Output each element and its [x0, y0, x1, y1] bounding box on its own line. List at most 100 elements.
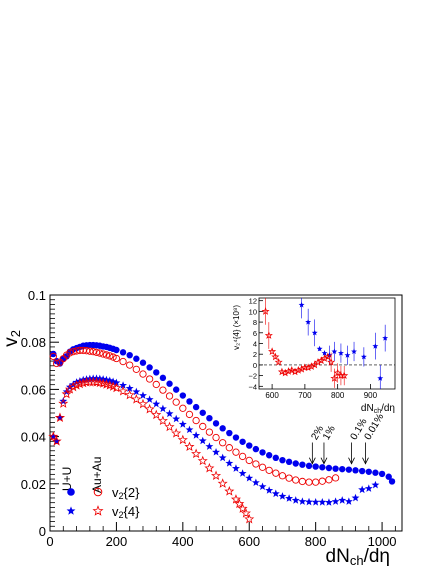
- inset-y-tick-label: 4: [253, 340, 257, 349]
- data-point: [292, 476, 300, 484]
- data-point: [232, 448, 240, 456]
- data-point: [112, 378, 121, 387]
- data-point: [186, 398, 193, 405]
- data-point: [226, 429, 233, 437]
- inset-data-point: [344, 352, 351, 358]
- data-point: [225, 459, 234, 467]
- data-point: [205, 442, 214, 450]
- data-point: [385, 473, 392, 480]
- data-point: [145, 395, 154, 403]
- data-point: [139, 370, 147, 378]
- data-point: [318, 477, 326, 485]
- inset-y-tick-label: 2: [253, 350, 257, 359]
- data-point: [191, 448, 202, 459]
- data-point: [272, 454, 280, 462]
- y-tick-label: 0.08: [21, 335, 46, 350]
- data-point: [305, 497, 313, 506]
- data-point: [211, 470, 222, 481]
- data-point: [332, 465, 339, 472]
- data-point: [358, 485, 367, 494]
- data-point: [285, 458, 293, 466]
- data-point: [78, 377, 89, 388]
- data-point: [238, 469, 247, 477]
- data-point: [272, 469, 280, 477]
- data-point: [259, 449, 266, 456]
- data-point: [192, 403, 200, 411]
- inset-data-point: [298, 301, 305, 308]
- inset-data-point: [264, 331, 273, 339]
- main-ticklabels: 0 200 400 600 800 1000 0 0.02 0.04 0.06 0.08 0.1: [21, 288, 397, 549]
- legend-label-v24: v2{4}: [112, 504, 140, 520]
- data-point: [119, 349, 127, 356]
- data-point: [312, 463, 319, 470]
- data-point: [109, 377, 118, 385]
- y-tick-label: 0: [39, 524, 46, 539]
- inset-background: [256, 297, 398, 393]
- inset-y-tick-label: −2: [248, 372, 257, 381]
- data-point: [279, 457, 286, 464]
- data-point: [237, 503, 248, 513]
- data-point: [49, 352, 57, 361]
- data-point: [165, 409, 174, 418]
- data-point: [199, 409, 206, 416]
- data-point: [74, 378, 85, 389]
- y-axis-label: v2: [1, 330, 23, 347]
- data-point: [378, 470, 386, 478]
- y-tick-label: 0.1: [28, 288, 46, 303]
- inset-data-point: [360, 353, 367, 360]
- inset-data-point: [327, 357, 336, 366]
- data-point: [219, 425, 226, 432]
- centrality-arrow-head: [320, 457, 328, 465]
- data-point: [164, 421, 175, 432]
- inset-data-point: [382, 335, 389, 341]
- x-axis-label: dNch/dη: [326, 546, 390, 568]
- x-tick-label: 200: [106, 534, 128, 549]
- data-point: [219, 439, 227, 447]
- data-point: [145, 375, 154, 383]
- series-group: [48, 376, 255, 524]
- data-point: [159, 374, 167, 382]
- data-point: [331, 497, 340, 505]
- data-point: [133, 355, 140, 362]
- data-point: [365, 468, 372, 475]
- legend-label-v22: v2{2}: [112, 485, 140, 501]
- data-point: [172, 386, 180, 393]
- data-point: [351, 493, 360, 502]
- data-point: [224, 486, 235, 496]
- legend-marker-auau-v22: [93, 487, 103, 497]
- data-point: [232, 434, 240, 441]
- data-point: [139, 359, 147, 366]
- inset-data-point: [331, 348, 338, 355]
- data-point: [324, 498, 333, 506]
- data-point: [61, 388, 72, 399]
- data-point: [124, 389, 135, 400]
- inset-data-point: [351, 348, 357, 355]
- data-point: [157, 415, 168, 426]
- data-point: [205, 428, 214, 436]
- y-tick-label: 0.04: [21, 430, 46, 445]
- x-tick-label: 800: [305, 534, 327, 549]
- data-point: [204, 462, 215, 473]
- data-point: [49, 432, 58, 440]
- data-point: [252, 460, 260, 468]
- data-point: [184, 441, 195, 452]
- centrality-arrow-head: [362, 457, 369, 465]
- data-point: [109, 353, 117, 361]
- x-tick-label: 400: [172, 534, 194, 549]
- data-point: [234, 498, 245, 509]
- data-point: [298, 497, 307, 505]
- data-point: [113, 346, 120, 354]
- inset-x-axis-label: dNch/dη: [361, 403, 395, 415]
- data-point: [364, 484, 373, 492]
- inset-x-tick-label: 800: [331, 391, 345, 400]
- data-point: [185, 425, 194, 434]
- inset-y-tick-label: 12: [249, 297, 257, 306]
- inset-data-point: [311, 329, 318, 336]
- inset-data-point: [305, 318, 312, 325]
- data-point: [106, 352, 114, 360]
- data-point: [258, 482, 267, 490]
- data-point: [372, 469, 379, 476]
- inset-data-point: [337, 350, 344, 356]
- data-point: [172, 414, 181, 423]
- data-point: [217, 478, 228, 488]
